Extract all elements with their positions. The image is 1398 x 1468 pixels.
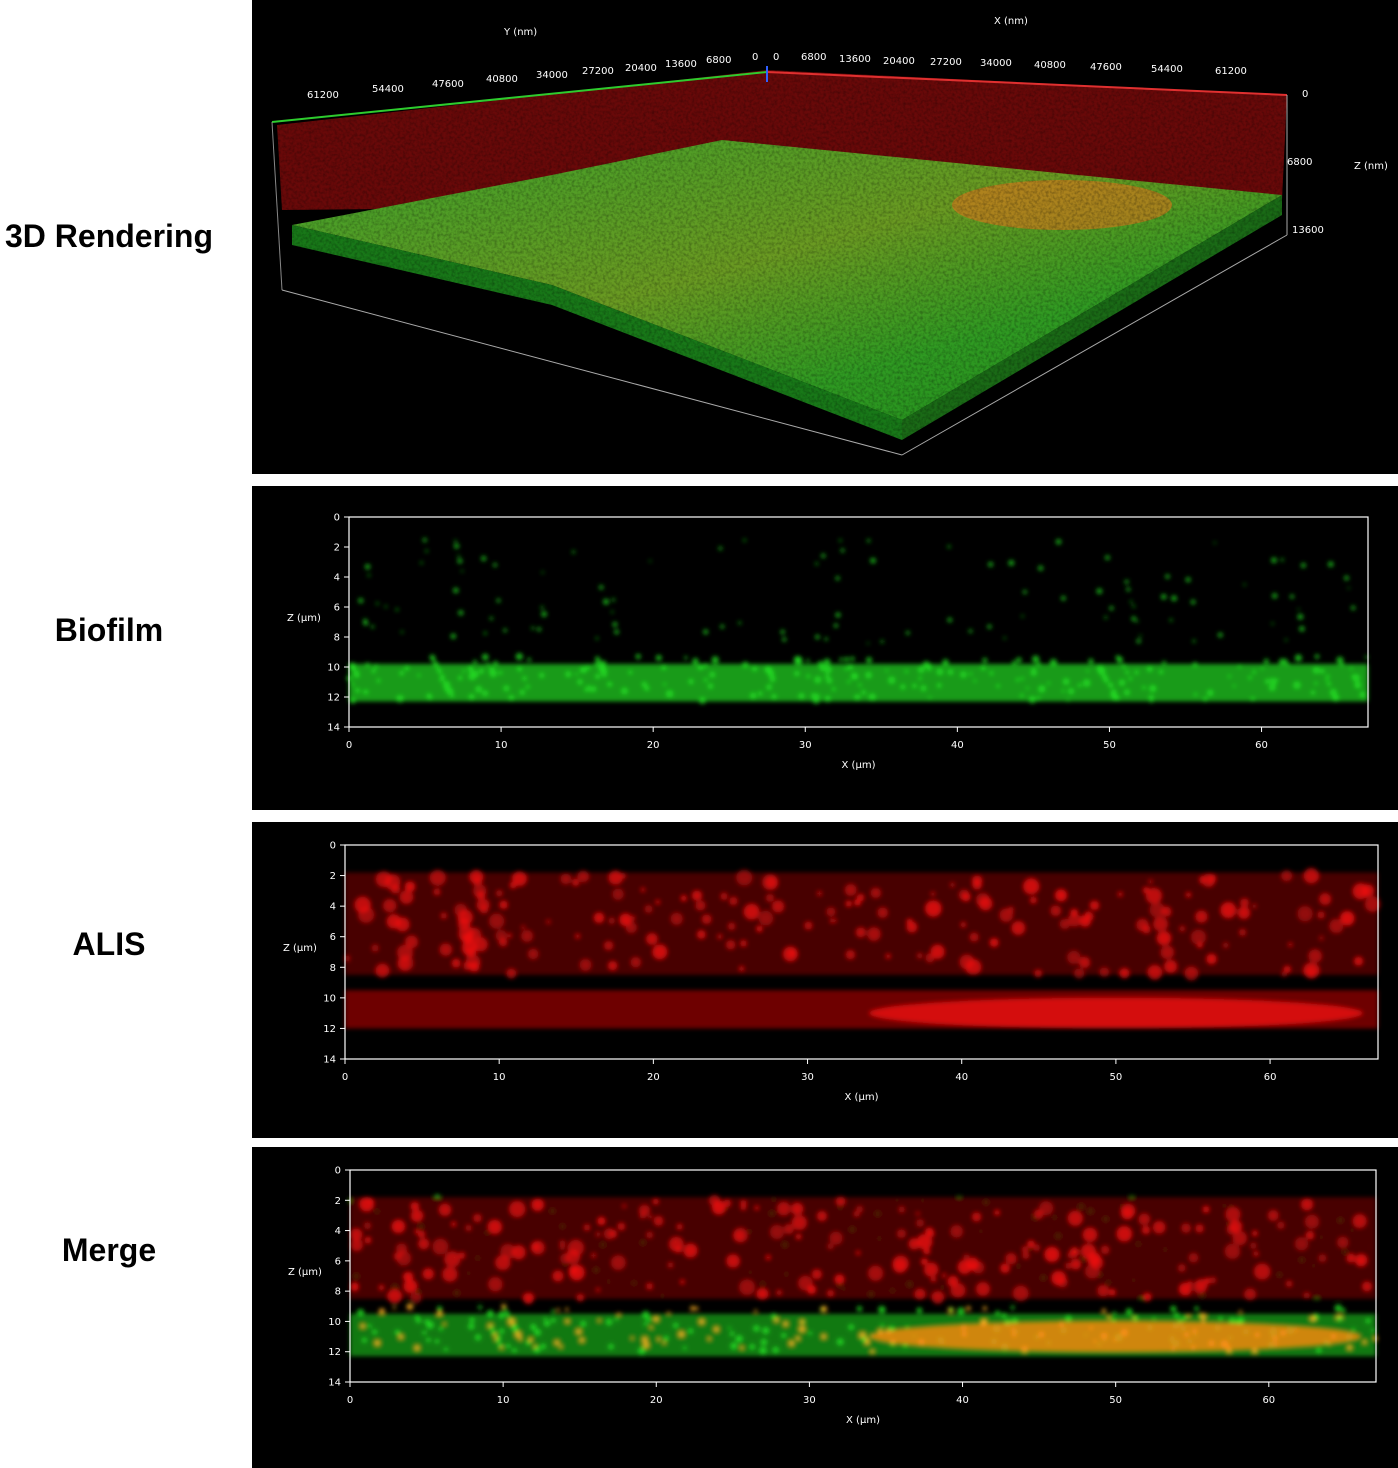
- y-tick: 61200: [307, 90, 339, 101]
- x-tick-label: 30: [799, 740, 812, 751]
- x-tick-label: 30: [801, 1072, 814, 1083]
- x-tick-label: 20: [647, 1072, 660, 1083]
- x-tick-label: 40: [955, 1072, 968, 1083]
- y-tick: 6800: [706, 55, 731, 66]
- x-axis-label: X (µm): [845, 1092, 879, 1103]
- y-tick: 20400: [625, 63, 657, 74]
- x-tick: 61200: [1215, 66, 1247, 77]
- y-tick: 54400: [372, 84, 404, 95]
- x-tick-label: 60: [1262, 1395, 1275, 1406]
- x-tick-label: 10: [493, 1072, 506, 1083]
- z-tick-label: 8: [335, 1287, 341, 1298]
- z-axis-title: Z (nm): [1354, 161, 1388, 172]
- fluorescence-signal: [348, 1194, 1378, 1357]
- y-tick: 40800: [486, 74, 518, 85]
- plot-frame: [344, 844, 1379, 1060]
- x-axis-line: [766, 71, 1288, 96]
- x-tick-label: 10: [497, 1395, 510, 1406]
- fluorescence-signal: [343, 868, 1381, 1029]
- x-tick-label: 20: [650, 1395, 663, 1406]
- x-axis-title: X (nm): [994, 16, 1028, 27]
- x-tick-label: 30: [803, 1395, 816, 1406]
- x-tick-label: 40: [956, 1395, 969, 1406]
- x-tick-label: 0: [347, 1395, 353, 1406]
- label-alis: ALIS: [72, 926, 146, 962]
- x-tick-label: 10: [495, 740, 508, 751]
- x-tick-label: 0: [342, 1072, 348, 1083]
- y-axis-title: Y (nm): [503, 27, 537, 38]
- merge-section: 0 2 4 6 8 10 12 14 0 10 20 30 40 50 60 X (µm) Z (µm): [288, 1166, 1378, 1426]
- z-tick-label: 6: [330, 932, 336, 943]
- z-tick-label: 10: [328, 1317, 341, 1328]
- x-tick: 34000: [980, 58, 1012, 69]
- z-tick-label: 0: [334, 513, 340, 524]
- rendering-3d-panel: Y (nm) X (nm) Z (nm) 61200 54400 47600 4…: [252, 0, 1398, 474]
- fluorescence-signal: [346, 537, 1369, 705]
- x-tick: 20400: [883, 56, 915, 67]
- z-tick-label: 4: [330, 902, 336, 913]
- z-tick-label: 8: [334, 633, 340, 644]
- y-tick: 27200: [582, 66, 614, 77]
- z-tick-label: 12: [328, 1347, 341, 1358]
- x-tick: 40800: [1034, 60, 1066, 71]
- x-tick-label: 20: [647, 740, 660, 751]
- y-tick: 0: [752, 52, 758, 63]
- x-axis-label: X (µm): [846, 1415, 880, 1426]
- x-tick-label: 50: [1103, 740, 1116, 751]
- alis-panel: 0 2 4 6 8 10 12 14 0 10 20 30 40 50 60 X (µm) Z (µm): [252, 822, 1398, 1138]
- z-tick-label: 6: [335, 1256, 341, 1267]
- z-tick-label: 4: [334, 573, 340, 584]
- plot-frame: [349, 1169, 1377, 1383]
- y-tick: 47600: [432, 79, 464, 90]
- z-tick-label: 4: [335, 1226, 341, 1237]
- z-axis-label: Z (µm): [287, 613, 321, 624]
- label-biofilm: Biofilm: [54, 612, 164, 648]
- y-tick: 13600: [665, 59, 697, 70]
- z-tick-label: 2: [330, 871, 336, 882]
- x-tick-label: 60: [1255, 740, 1268, 751]
- z-tick-label: 14: [328, 1378, 341, 1389]
- x-tick: 54400: [1151, 64, 1183, 75]
- x-tick-label: 50: [1110, 1072, 1123, 1083]
- x-tick: 0: [773, 52, 779, 63]
- x-axis-label: X (µm): [842, 760, 876, 771]
- z-tick: 0: [1302, 89, 1308, 100]
- z-tick-label: 6: [334, 603, 340, 614]
- biofilm-panel: 0 2 4 6 8 10 12 14 0 10 20 30 40 50 60 X (µm) Z (µm): [252, 486, 1398, 810]
- rendering-3d-image: Y (nm) X (nm) Z (nm) 61200 54400 47600 4…: [252, 0, 1398, 474]
- x-tick-label: 50: [1109, 1395, 1122, 1406]
- x-tick-label: 0: [346, 740, 352, 751]
- biofilm-section: 0 2 4 6 8 10 12 14 0 10 20 30 40 50 60 X (µm) Z (µm): [287, 513, 1369, 771]
- x-tick: 47600: [1090, 62, 1122, 73]
- z-axis-label: Z (µm): [288, 1267, 322, 1278]
- z-tick-label: 2: [334, 543, 340, 554]
- z-tick-label: 0: [330, 841, 336, 852]
- x-tick: 13600: [839, 54, 871, 65]
- z-tick: 6800: [1287, 157, 1312, 168]
- z-tick-label: 12: [323, 1024, 336, 1035]
- z-tick-label: 0: [335, 1166, 341, 1177]
- label-merge: Merge: [61, 1232, 157, 1268]
- y-axis-line: [271, 71, 768, 123]
- alis-section: 0 2 4 6 8 10 12 14 0 10 20 30 40 50 60 X (µm) Z (µm): [283, 841, 1381, 1103]
- y-tick: 34000: [536, 70, 568, 81]
- x-tick-label: 60: [1264, 1072, 1277, 1083]
- label-3d-rendering: 3D Rendering: [4, 218, 214, 254]
- z-tick: 13600: [1292, 225, 1324, 236]
- z-tick-label: 14: [327, 723, 340, 734]
- z-tick-label: 14: [323, 1055, 336, 1066]
- merge-panel: 0 2 4 6 8 10 12 14 0 10 20 30 40 50 60 X (µm) Z (µm): [252, 1147, 1398, 1468]
- x-tick: 27200: [930, 57, 962, 68]
- z-tick-label: 2: [335, 1196, 341, 1207]
- z-axis-label: Z (µm): [283, 943, 317, 954]
- z-tick-label: 8: [330, 963, 336, 974]
- plot-frame: [348, 516, 1369, 728]
- x-tick-label: 40: [951, 740, 964, 751]
- z-tick-label: 10: [327, 663, 340, 674]
- z-tick-label: 12: [327, 693, 340, 704]
- z-tick-label: 10: [323, 993, 336, 1004]
- x-tick: 6800: [801, 52, 826, 63]
